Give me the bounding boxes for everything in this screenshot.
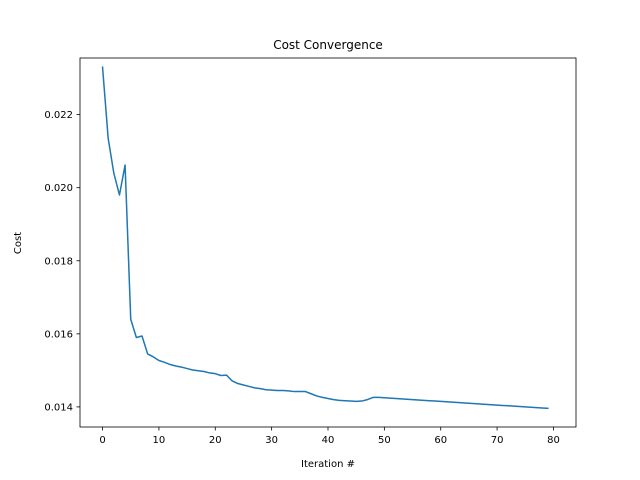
y-tick-label: 0.014 (44, 402, 73, 413)
x-tick-label: 60 (434, 435, 447, 446)
x-tick-label: 30 (265, 435, 278, 446)
x-tick-label: 20 (209, 435, 222, 446)
y-tick-label: 0.022 (44, 110, 73, 121)
x-tick-label: 0 (99, 435, 105, 446)
y-tick-label: 0.016 (44, 329, 73, 340)
plot-frame (79, 57, 577, 428)
x-tick-label: 70 (491, 435, 504, 446)
x-tick-label: 50 (378, 435, 391, 446)
x-tick-label: 40 (322, 435, 335, 446)
x-axis-label: Iteration # (301, 459, 355, 470)
y-axis-ticks: 0.014 0.016 0.018 0.020 0.022 (44, 110, 80, 413)
x-tick-label: 10 (153, 435, 166, 446)
y-axis-label: Cost (13, 232, 24, 254)
x-axis-ticks: 0 10 20 30 40 50 60 70 80 (99, 427, 560, 446)
series-layer (101, 66, 549, 410)
series-line-0 (101, 66, 549, 410)
x-tick-label: 80 (547, 435, 560, 446)
chart-title: Cost Convergence (273, 38, 383, 52)
y-tick-label: 0.018 (44, 256, 73, 267)
y-tick-label: 0.020 (44, 183, 73, 194)
